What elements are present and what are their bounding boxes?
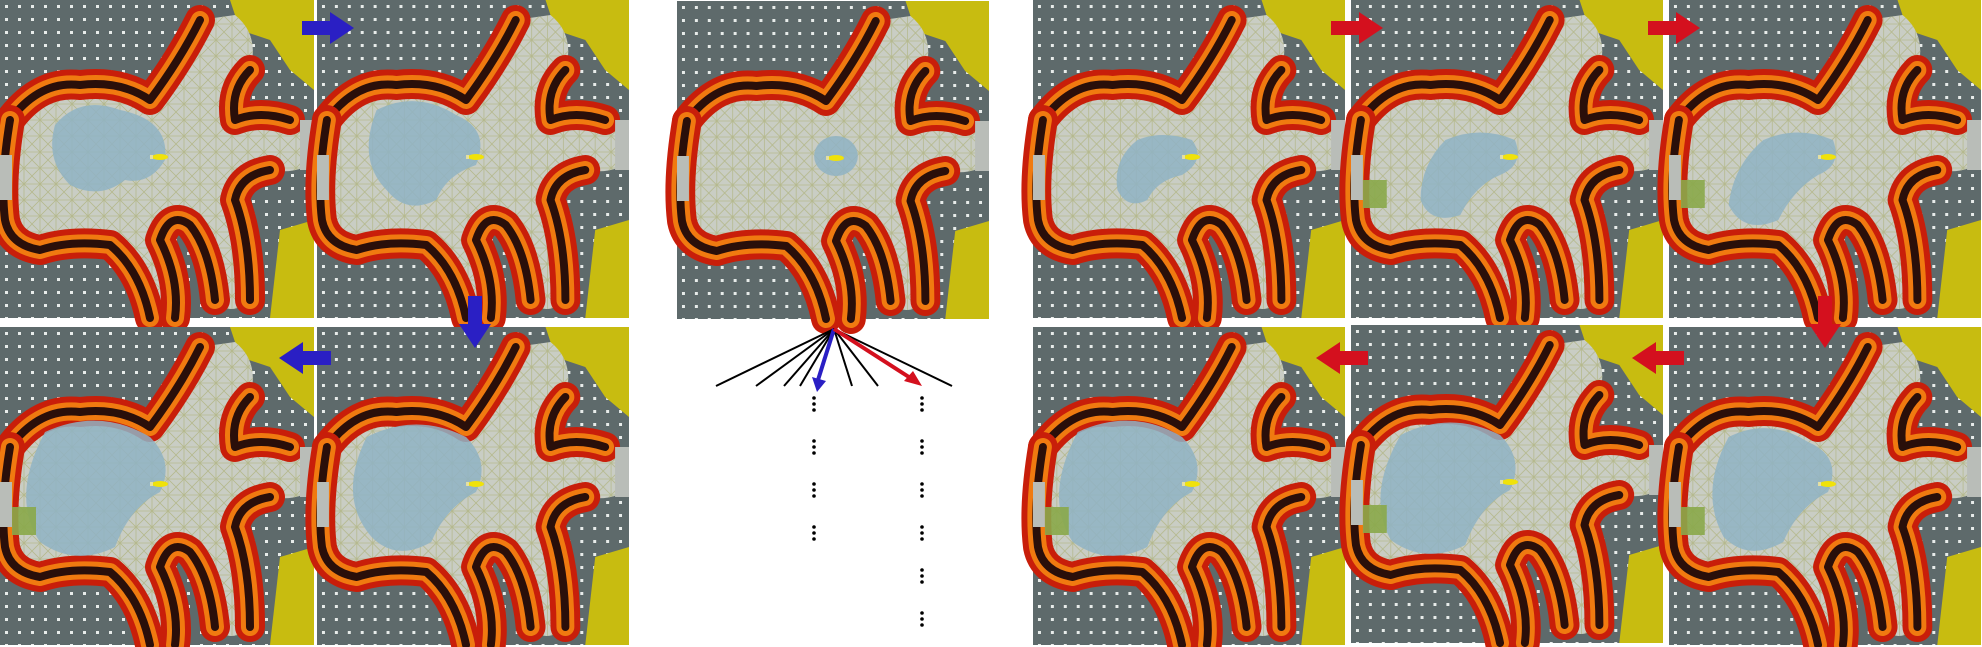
- left-group: [0, 0, 629, 645]
- vertical-ellipsis: [812, 439, 816, 455]
- map-panel: [1033, 0, 1345, 318]
- map-panel: [1669, 327, 1981, 645]
- map-panel: [1033, 327, 1345, 645]
- map-panel: [317, 0, 629, 318]
- vertical-ellipsis: [920, 439, 924, 455]
- red-branch: [832, 327, 922, 386]
- blue-branch: [812, 328, 836, 392]
- map-panel: [0, 0, 314, 318]
- vertical-ellipsis: [920, 525, 924, 541]
- vertical-ellipsis: [920, 611, 924, 627]
- right-group: [1033, 0, 1981, 645]
- vertical-ellipsis: [920, 482, 924, 498]
- vertical-ellipsis: [812, 396, 816, 412]
- vertical-ellipsis: [812, 525, 816, 541]
- map-panel: [317, 327, 629, 645]
- map-panel: [1351, 0, 1663, 318]
- map-panel: [677, 1, 989, 319]
- map-panel: [1351, 325, 1663, 643]
- map-panel: [0, 327, 314, 645]
- center-group: [677, 1, 989, 627]
- search-tree: [715, 328, 953, 387]
- map-panel: [1669, 0, 1981, 318]
- vertical-ellipsis: [920, 568, 924, 584]
- vertical-ellipsis: [920, 396, 924, 412]
- vertical-ellipsis: [812, 482, 816, 498]
